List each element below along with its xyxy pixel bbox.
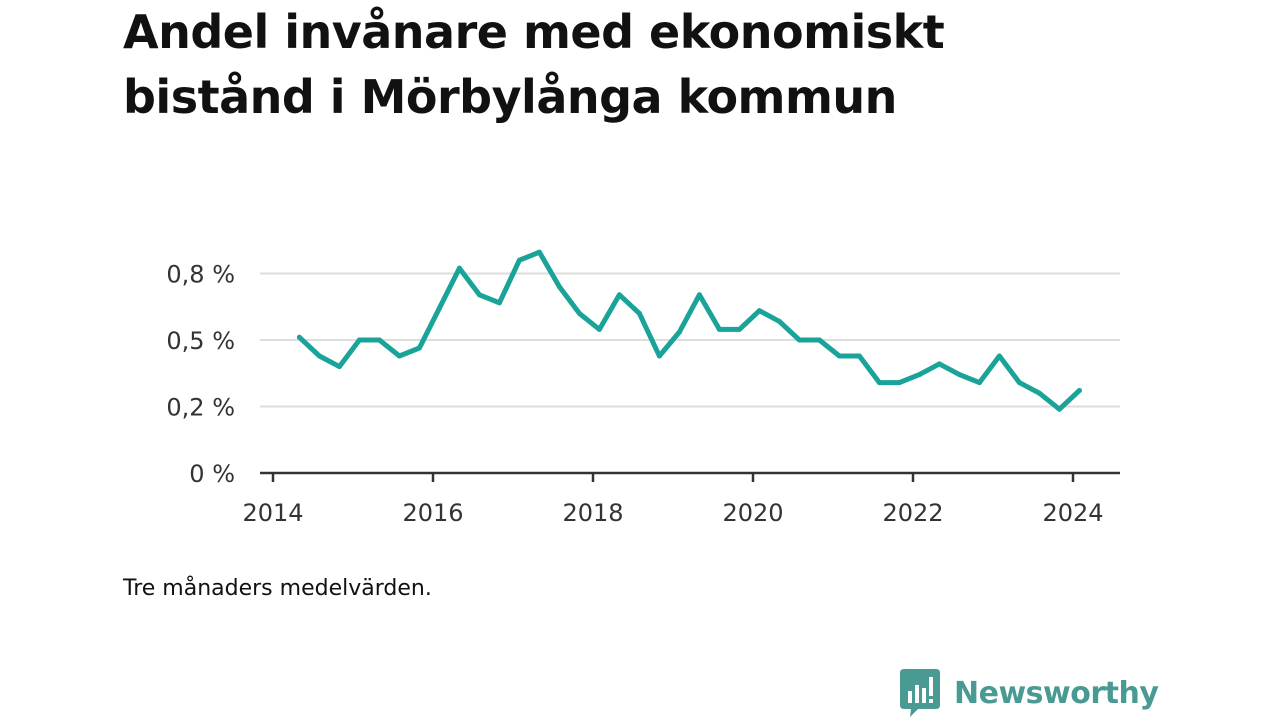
data-point — [516, 257, 522, 263]
data-point — [596, 326, 602, 332]
data-point — [336, 364, 342, 370]
data-point — [1076, 388, 1082, 393]
x-tick-label: 2024 — [1042, 499, 1103, 527]
data-point — [696, 292, 702, 298]
data-point — [956, 372, 962, 378]
x-tick-label: 2022 — [882, 499, 943, 527]
chart-bubble-icon — [900, 669, 940, 717]
data-point — [416, 345, 422, 351]
data-point — [356, 337, 362, 343]
brand-name: Newsworthy — [954, 675, 1159, 711]
data-point — [996, 353, 1002, 359]
data-point — [756, 308, 762, 314]
data-point — [816, 337, 822, 343]
data-point — [976, 380, 982, 386]
x-axis: 2014 2016 2018 2020 2022 2024 — [242, 471, 1120, 527]
y-tick-label: 0,5 % — [166, 327, 235, 355]
data-point — [936, 361, 942, 367]
data-point — [1016, 380, 1022, 386]
data-point — [836, 353, 842, 359]
data-point — [1056, 406, 1062, 412]
data-point — [456, 265, 462, 271]
data-point — [536, 249, 542, 255]
data-point — [556, 284, 562, 290]
data-point — [636, 310, 642, 316]
y-tick-label: 0,2 % — [166, 394, 235, 422]
x-tick-label: 2018 — [562, 499, 623, 527]
y-axis-labels: 0 % 0,2 % 0,5 % 0,8 % — [166, 261, 235, 489]
x-tick-label: 2016 — [402, 499, 463, 527]
data-point — [496, 300, 502, 306]
data-point — [736, 326, 742, 332]
data-point — [656, 353, 662, 359]
data-point — [896, 380, 902, 386]
series-lines — [296, 249, 1082, 412]
data-point — [436, 305, 442, 311]
data-point — [776, 318, 782, 324]
data-point — [376, 337, 382, 343]
gridlines — [260, 272, 1120, 408]
data-point — [476, 292, 482, 298]
series-line-0 — [296, 249, 1082, 412]
y-tick-label: 0,8 % — [166, 261, 235, 289]
data-point — [676, 329, 682, 335]
x-tick-label: 2014 — [242, 499, 303, 527]
brand-logo: Newsworthy — [900, 668, 1159, 718]
data-point — [876, 380, 882, 386]
data-point — [1036, 390, 1042, 396]
data-point — [396, 353, 402, 359]
chart-note: Tre månaders medelvärden. — [123, 576, 432, 601]
y-tick-label: 0 % — [189, 460, 235, 488]
chart-title: Andel invånare med ekonomiskt bistånd i … — [123, 5, 945, 124]
line-chart: 0 %0,2 %0,5 %0,8 % 2014 2016 2018 2020 2022 2… — [166, 249, 1120, 527]
data-point — [616, 292, 622, 298]
data-point — [856, 353, 862, 359]
data-point — [796, 337, 802, 343]
data-point — [576, 310, 582, 316]
data-point — [716, 326, 722, 332]
data-point — [296, 334, 302, 340]
data-point — [916, 372, 922, 378]
data-point — [316, 353, 322, 359]
x-tick-label: 2020 — [722, 499, 783, 527]
